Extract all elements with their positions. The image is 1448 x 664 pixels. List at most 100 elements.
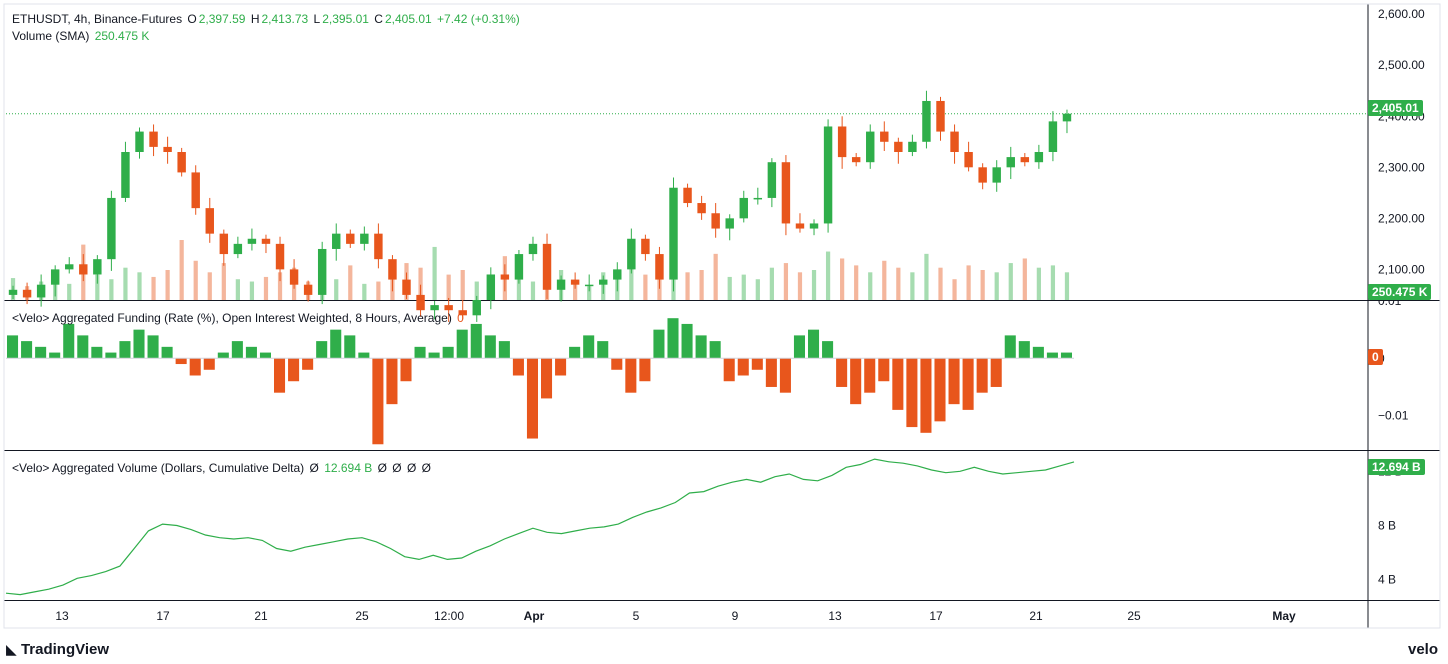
volume-bar	[193, 260, 198, 300]
price-tag: 2,405.01	[1368, 100, 1423, 116]
funding-bar	[316, 341, 328, 359]
candle-body	[36, 284, 46, 298]
candle-body	[894, 141, 903, 152]
candle-body	[303, 284, 313, 295]
funding-bar	[583, 335, 595, 359]
candle-body	[191, 172, 200, 209]
tradingview-logo[interactable]: ◣ TradingView	[6, 641, 109, 658]
volume-bar	[699, 270, 704, 300]
candle-body	[627, 238, 636, 270]
null-symbol: Ø	[392, 461, 402, 475]
funding-bar	[976, 358, 988, 393]
volume-bar	[783, 263, 789, 300]
volume-bar	[376, 281, 381, 300]
volume-bar	[924, 253, 929, 300]
volume-bar	[882, 260, 887, 300]
funding-bar	[175, 358, 187, 365]
volume-bar	[235, 279, 240, 300]
price-tick-label: 2,300.00	[1378, 160, 1425, 174]
funding-bar	[77, 335, 89, 359]
time-tick-label: 5	[633, 609, 640, 623]
candle-body	[739, 197, 748, 219]
close-label: C	[374, 12, 383, 26]
low-label: L	[313, 12, 321, 26]
candle-body	[177, 152, 186, 173]
candle-body	[1020, 157, 1030, 163]
volume-bar	[854, 265, 859, 300]
candle-body	[416, 294, 425, 311]
velo-logo[interactable]: velo	[1407, 641, 1438, 658]
price-tick-label: 2,200.00	[1378, 211, 1425, 225]
volume-bar	[1036, 267, 1041, 300]
funding-bar	[302, 358, 314, 370]
volume-bar	[1064, 272, 1070, 300]
funding-bar	[611, 358, 623, 370]
candle-body	[22, 289, 32, 298]
funding-bar	[442, 346, 454, 359]
volume-bar	[1022, 258, 1027, 300]
funding-bar	[35, 346, 47, 359]
funding-bar	[892, 358, 904, 410]
funding-bar	[822, 341, 834, 359]
volume-bar	[980, 270, 985, 300]
candle-body	[500, 274, 510, 280]
time-tick-label: 17	[929, 609, 943, 623]
funding-bar	[470, 323, 482, 359]
price-tick-label: 2,500.00	[1378, 58, 1425, 72]
null-symbol: Ø	[406, 461, 417, 475]
funding-tag: 0	[1368, 349, 1383, 365]
funding-bar	[49, 352, 61, 359]
volume-bar	[643, 274, 648, 300]
funding-bar	[161, 346, 173, 359]
funding-bar	[274, 358, 286, 393]
candle-body	[317, 248, 327, 295]
candle-body	[866, 131, 875, 163]
candle-body	[781, 162, 791, 224]
candle-body	[1034, 152, 1044, 163]
volume-bar	[727, 276, 732, 300]
funding-title[interactable]: <Velo> Aggregated Funding (Rate (%), Ope…	[12, 311, 452, 325]
funding-bar	[934, 358, 946, 422]
funding-bar	[372, 358, 384, 445]
funding-bar	[906, 358, 918, 428]
funding-bar	[119, 341, 131, 359]
funding-bar	[1004, 335, 1016, 359]
volume-bar	[446, 274, 451, 300]
funding-bar	[456, 329, 468, 359]
volume-bar	[67, 283, 72, 300]
funding-bar	[414, 346, 426, 359]
funding-bar	[569, 346, 581, 359]
funding-bar	[793, 335, 805, 359]
time-tick-label: 25	[1127, 609, 1141, 623]
candle-body	[346, 233, 355, 244]
volume-bar	[966, 265, 971, 300]
candle-body	[753, 197, 763, 200]
funding-bar	[288, 358, 300, 382]
volume-bar	[868, 272, 873, 300]
volume-bar	[755, 279, 760, 300]
volume-bar	[179, 240, 184, 300]
candle-body	[697, 203, 706, 214]
volume-bar	[137, 272, 142, 300]
candle-body	[851, 157, 861, 163]
volume-label[interactable]: Volume (SMA)	[12, 29, 90, 43]
time-tick-label: 13	[55, 609, 69, 623]
volume-bar	[348, 265, 353, 300]
funding-bar	[63, 323, 75, 359]
price-tick-label: 2,100.00	[1378, 262, 1425, 276]
funding-bar	[709, 341, 721, 359]
cumdelta-title[interactable]: <Velo> Aggregated Volume (Dollars, Cumul…	[12, 461, 305, 475]
candle-body	[93, 259, 102, 275]
symbol-title[interactable]: ETHUSDT, 4h, Binance-Futures	[12, 12, 183, 26]
candle-body	[402, 279, 411, 295]
candle-body	[149, 131, 158, 147]
candle-body	[135, 131, 144, 152]
candle-body	[219, 233, 229, 255]
candle-body	[964, 152, 973, 168]
volume-bar	[713, 253, 718, 300]
volume-bar	[362, 283, 367, 300]
volume-tag: 250.475 K	[1368, 284, 1432, 300]
volume-bar	[811, 270, 817, 300]
candle-body	[556, 279, 566, 290]
